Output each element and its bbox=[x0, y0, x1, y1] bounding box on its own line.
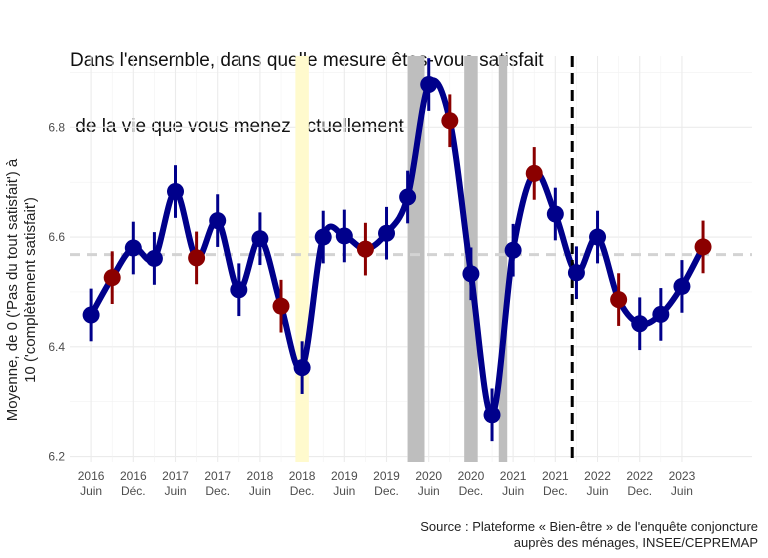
data-point-highlight bbox=[441, 112, 459, 130]
series-smooth-line bbox=[88, 77, 707, 418]
data-point bbox=[567, 264, 585, 282]
x-tick-label-year: 2021 bbox=[542, 469, 569, 483]
x-tick-label-year: 2019 bbox=[373, 469, 400, 483]
data-point bbox=[293, 359, 311, 377]
grey-band bbox=[498, 56, 508, 462]
x-tick-label-month: Dec. bbox=[543, 484, 568, 498]
y-tick-label: 6.8 bbox=[48, 120, 65, 134]
data-point bbox=[251, 230, 269, 248]
x-tick-label-month: Juin bbox=[418, 484, 440, 498]
data-point bbox=[652, 305, 670, 323]
data-point-highlight bbox=[103, 269, 121, 287]
source-line-1: Source : Plateforme « Bien-être » de l'e… bbox=[420, 519, 758, 534]
event-bands bbox=[295, 56, 508, 462]
x-tick-label-year: 2016 bbox=[78, 469, 105, 483]
chart-title-line-1: Dans l'ensemble, dans quelle mesure êtes… bbox=[70, 50, 544, 71]
x-tick-label-year: 2022 bbox=[626, 469, 653, 483]
data-point bbox=[420, 76, 438, 94]
x-tick-label-month: Juin bbox=[164, 484, 186, 498]
y-tick-labels: 6.2 6.4 6.6 6.8 bbox=[48, 120, 65, 463]
data-point bbox=[124, 239, 142, 257]
x-tick-label-month: Dec. bbox=[459, 484, 484, 498]
data-point bbox=[82, 306, 100, 324]
grey-band bbox=[407, 56, 425, 462]
x-tick-label-year: 2022 bbox=[584, 469, 611, 483]
data-point bbox=[589, 228, 607, 246]
x-tick-label-month: Dec. bbox=[205, 484, 230, 498]
x-tick-label-month: Juin bbox=[587, 484, 609, 498]
x-tick-label-year: 2017 bbox=[204, 469, 231, 483]
data-point bbox=[673, 277, 691, 295]
x-tick-label-month: Déc. bbox=[121, 484, 146, 498]
data-points bbox=[82, 76, 712, 424]
x-tick-label-year: 2018 bbox=[247, 469, 274, 483]
data-point-highlight bbox=[694, 238, 712, 256]
data-point bbox=[378, 224, 396, 242]
data-point-highlight bbox=[525, 164, 543, 182]
data-point bbox=[209, 212, 227, 230]
x-tick-label-month: Juin bbox=[80, 484, 102, 498]
x-tick-label-year: 2021 bbox=[500, 469, 527, 483]
data-point-highlight bbox=[188, 249, 206, 267]
x-tick-label-year: 2023 bbox=[669, 469, 696, 483]
data-point bbox=[314, 228, 332, 246]
data-point-highlight bbox=[356, 240, 374, 258]
data-point bbox=[504, 241, 522, 259]
data-point-highlight bbox=[272, 297, 290, 315]
source-note: Source : Plateforme « Bien-être » de l'e… bbox=[420, 519, 758, 551]
data-point bbox=[483, 406, 501, 424]
x-tick-label-month: Juin bbox=[333, 484, 355, 498]
data-point bbox=[546, 205, 564, 223]
x-tick-label-month: Dec. bbox=[374, 484, 399, 498]
x-tick-label-year: 2020 bbox=[458, 469, 485, 483]
x-tick-label-year: 2018 bbox=[289, 469, 316, 483]
x-tick-label-month: Juin bbox=[249, 484, 271, 498]
x-tick-labels: 2016Juin2016Déc.2017Juin2017Dec.2018Juin… bbox=[78, 469, 696, 498]
x-tick-label-year: 2019 bbox=[331, 469, 358, 483]
x-tick-label-year: 2020 bbox=[415, 469, 442, 483]
x-tick-label-month: Juin bbox=[502, 484, 524, 498]
data-point bbox=[167, 183, 185, 201]
series-line bbox=[88, 77, 707, 418]
data-point bbox=[631, 315, 649, 333]
x-tick-label-month: Dec. bbox=[290, 484, 315, 498]
data-point bbox=[230, 281, 248, 299]
source-line-2: auprès des ménages, INSEE/CEPREMAP bbox=[513, 535, 758, 550]
data-point-highlight bbox=[610, 291, 628, 309]
x-tick-label-month: Dec. bbox=[627, 484, 652, 498]
data-point bbox=[462, 265, 480, 283]
x-tick-label-year: 2017 bbox=[162, 469, 189, 483]
y-tick-label: 6.2 bbox=[48, 450, 65, 464]
yellow-band bbox=[295, 56, 309, 462]
data-point bbox=[399, 188, 417, 206]
error-bars bbox=[89, 58, 705, 442]
x-tick-label-year: 2016 bbox=[120, 469, 147, 483]
y-tick-label: 6.4 bbox=[48, 340, 65, 354]
y-tick-label: 6.6 bbox=[48, 230, 65, 244]
data-point bbox=[145, 249, 163, 267]
data-point bbox=[335, 227, 353, 245]
x-tick-label-month: Juin bbox=[671, 484, 693, 498]
